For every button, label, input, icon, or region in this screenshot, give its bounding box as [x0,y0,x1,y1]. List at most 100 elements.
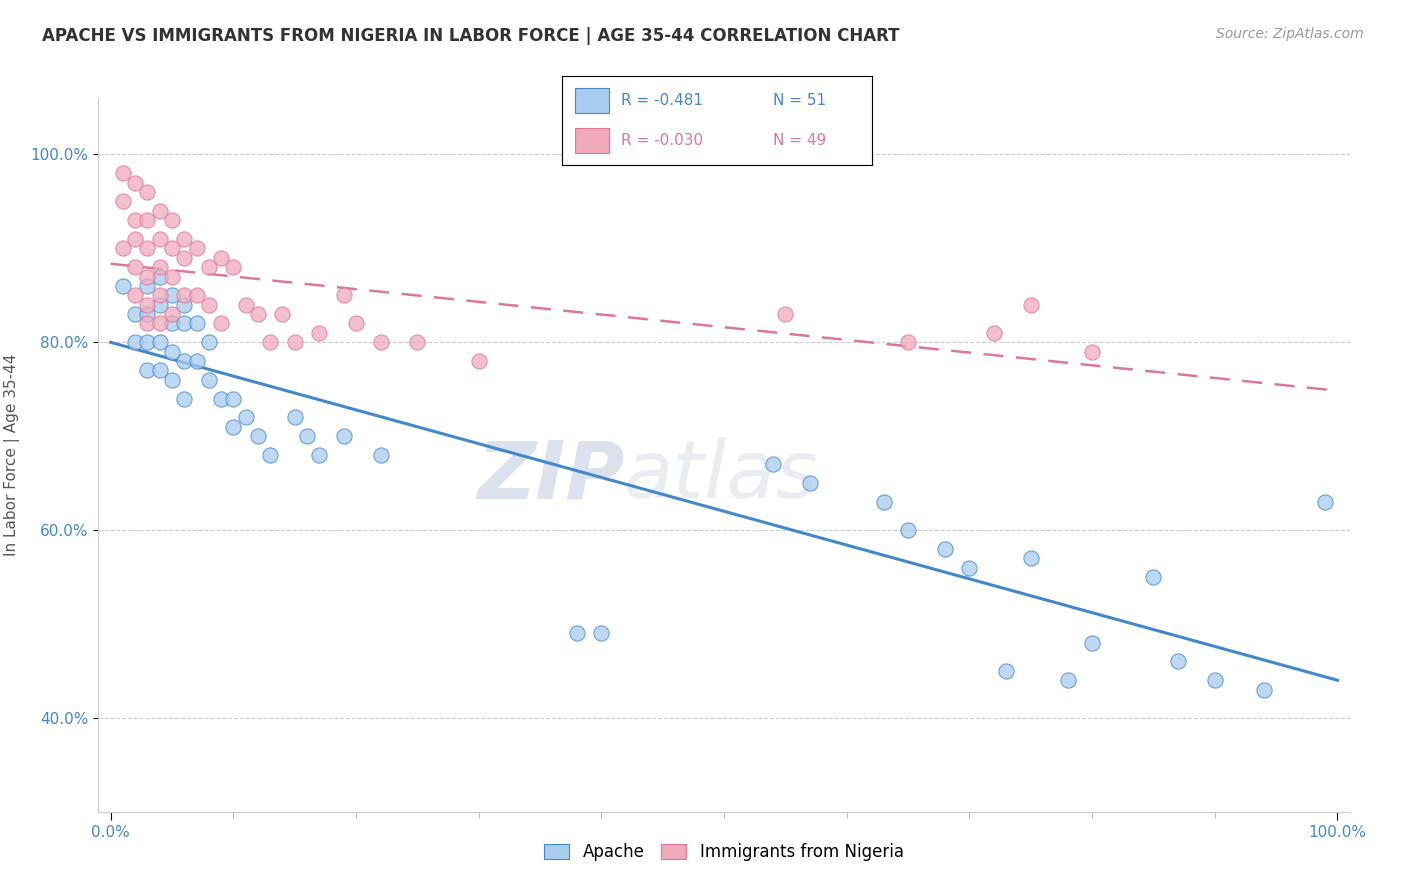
Point [1167,655,1189,669]
Point [186,241,208,255]
Point [149,317,172,331]
Bar [575,88,609,113]
Point [959,560,981,574]
Point [160,269,183,284]
Point [271,307,294,321]
Bar [575,128,609,153]
Point [897,335,920,350]
Point [333,429,356,443]
Point [186,354,208,368]
Point [1315,495,1337,509]
Point [799,476,821,491]
Point [246,307,269,321]
Point [591,626,613,640]
Point [235,410,257,425]
Point [872,495,894,509]
Point [136,317,159,331]
Point [1056,673,1078,688]
Point [136,363,159,377]
Point [295,429,318,443]
Point [198,260,221,274]
Point [897,523,920,537]
Point [136,335,159,350]
Point [934,541,956,556]
Point [284,410,307,425]
Point [160,241,183,255]
Point [173,251,195,265]
Point [136,185,159,199]
Point [308,448,330,462]
Point [136,241,159,255]
Point [149,288,172,302]
Point [284,335,307,350]
Point [124,213,146,227]
Point [136,307,159,321]
Point [149,232,172,246]
Point [983,326,1005,340]
Point [149,298,172,312]
Point [235,298,257,312]
Point [222,260,245,274]
Point [1142,570,1164,584]
Text: R = -0.030: R = -0.030 [621,133,703,147]
Point [1019,551,1042,566]
Point [222,419,245,434]
Text: N = 49: N = 49 [773,133,825,147]
Point [1081,636,1104,650]
Point [111,241,134,255]
Point [344,317,367,331]
Point [111,166,134,180]
Point [370,448,392,462]
Point [259,448,281,462]
Point [775,307,797,321]
Point [124,335,146,350]
Point [259,335,281,350]
Point [160,288,183,302]
Point [149,260,172,274]
Point [209,251,232,265]
Point [198,298,221,312]
Text: Source: ZipAtlas.com: Source: ZipAtlas.com [1216,27,1364,41]
Text: APACHE VS IMMIGRANTS FROM NIGERIA IN LABOR FORCE | AGE 35-44 CORRELATION CHART: APACHE VS IMMIGRANTS FROM NIGERIA IN LAB… [42,27,900,45]
Point [149,363,172,377]
Y-axis label: In Labor Force | Age 35-44: In Labor Force | Age 35-44 [4,354,20,556]
Point [111,279,134,293]
Point [995,664,1018,678]
Point [136,213,159,227]
Point [124,260,146,274]
Point [222,392,245,406]
Point [1081,344,1104,359]
Point [467,354,489,368]
Point [136,279,159,293]
Text: R = -0.481: R = -0.481 [621,94,703,108]
Point [160,213,183,227]
Point [406,335,429,350]
Point [186,288,208,302]
Point [160,317,183,331]
Point [149,203,172,218]
Point [124,176,146,190]
Point [333,288,356,302]
Text: N = 51: N = 51 [773,94,825,108]
Point [1204,673,1226,688]
Point [308,326,330,340]
Point [209,317,232,331]
Point [173,288,195,302]
Point [124,232,146,246]
Point [160,344,183,359]
Point [762,458,785,472]
Text: atlas: atlas [624,437,818,516]
Point [198,373,221,387]
Point [160,373,183,387]
Point [173,392,195,406]
Point [173,354,195,368]
Point [209,392,232,406]
Point [124,307,146,321]
Point [565,626,588,640]
Point [124,288,146,302]
Point [136,269,159,284]
Point [198,335,221,350]
Text: ZIP: ZIP [477,437,624,516]
Point [149,269,172,284]
Point [370,335,392,350]
